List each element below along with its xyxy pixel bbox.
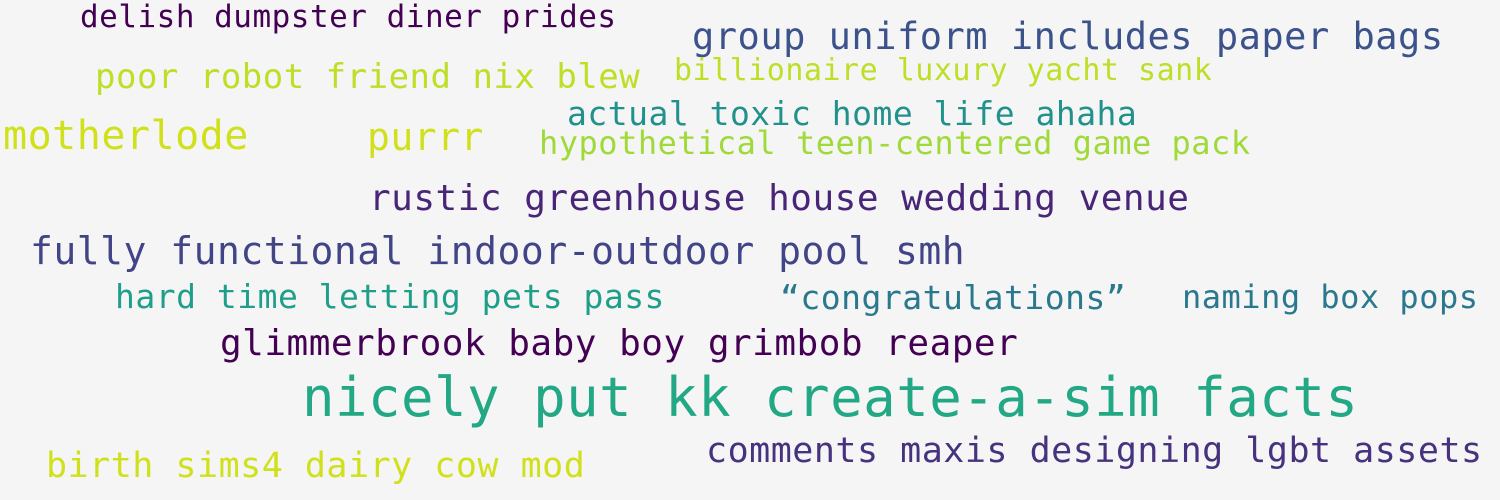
word-phrase: actual toxic home life ahaha: [567, 94, 1138, 133]
word-phrase: poor robot friend nix blew: [95, 57, 641, 97]
word-phrase: delish dumpster diner prides: [80, 0, 617, 35]
word-phrase: nicely put kk create-a-sim facts: [302, 366, 1359, 429]
word-phrase: group uniform includes paper bags: [692, 15, 1444, 58]
word-phrase: “congratulations”: [780, 278, 1127, 317]
word-phrase: comments maxis designing lgbt assets: [706, 431, 1483, 471]
word-phrase: purrr: [367, 115, 484, 159]
word-phrase: hard time letting pets pass: [115, 277, 665, 316]
word-phrase: hypothetical teen-centered game pack: [539, 124, 1251, 162]
word-phrase: naming box pops: [1182, 278, 1479, 316]
word-phrase: glimmerbrook baby boy grimbob reaper: [220, 323, 1019, 364]
word-phrase: rustic greenhouse house wedding venue: [369, 178, 1190, 219]
word-phrase: motherlode: [3, 113, 249, 159]
word-phrase: birth sims4 dairy cow mod: [46, 446, 586, 486]
word-phrase: billionaire luxury yacht sank: [674, 53, 1213, 88]
word-phrase: fully functional indoor-outdoor pool smh: [30, 229, 966, 273]
